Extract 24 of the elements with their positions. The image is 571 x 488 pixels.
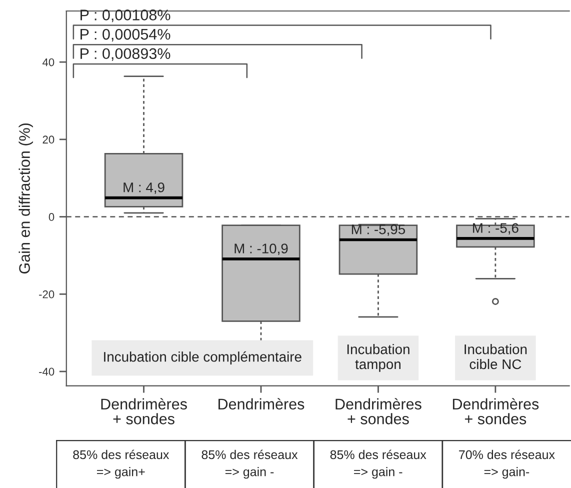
x-tick-label: Dendrimères + sondes [101, 398, 187, 424]
annotation: M : -5,95 [352, 224, 406, 236]
annotation: P : 0,00054% [80, 28, 170, 42]
x-tick-label: Dendrimères [218, 398, 304, 410]
x-tick-label: Dendrimères + sondes [452, 398, 539, 424]
y-tick-label: 0 [48, 213, 54, 221]
y-tick-label: -20 [39, 290, 54, 298]
text: 85% des réseaux => gain - [202, 450, 298, 479]
annotation: Incubation cible NC [464, 344, 527, 370]
y-tick-label: -40 [39, 368, 54, 376]
text: 85% des réseaux => gain - [330, 450, 426, 479]
text: 70% des réseaux => gain- [459, 450, 555, 479]
annotation: M : -10,9 [234, 244, 288, 256]
y-tick-label: 40 [42, 58, 54, 66]
annotation: Incubation tampon [347, 344, 410, 372]
annotation: Incubation cible complémentaire [104, 351, 302, 365]
text: 85% des réseaux => gain+ [73, 450, 170, 479]
annotation: M : -5,6 [473, 223, 518, 235]
annotation: P : 0,00893% [80, 48, 170, 61]
y-tick-label: 20 [42, 136, 54, 144]
y-axis-title: Gain en diffraction (%) [18, 123, 33, 274]
annotation: P : 0,00108% [80, 10, 170, 22]
annotation: M : 4,9 [124, 182, 164, 194]
x-tick-label: Dendrimères + sondes [336, 398, 422, 424]
